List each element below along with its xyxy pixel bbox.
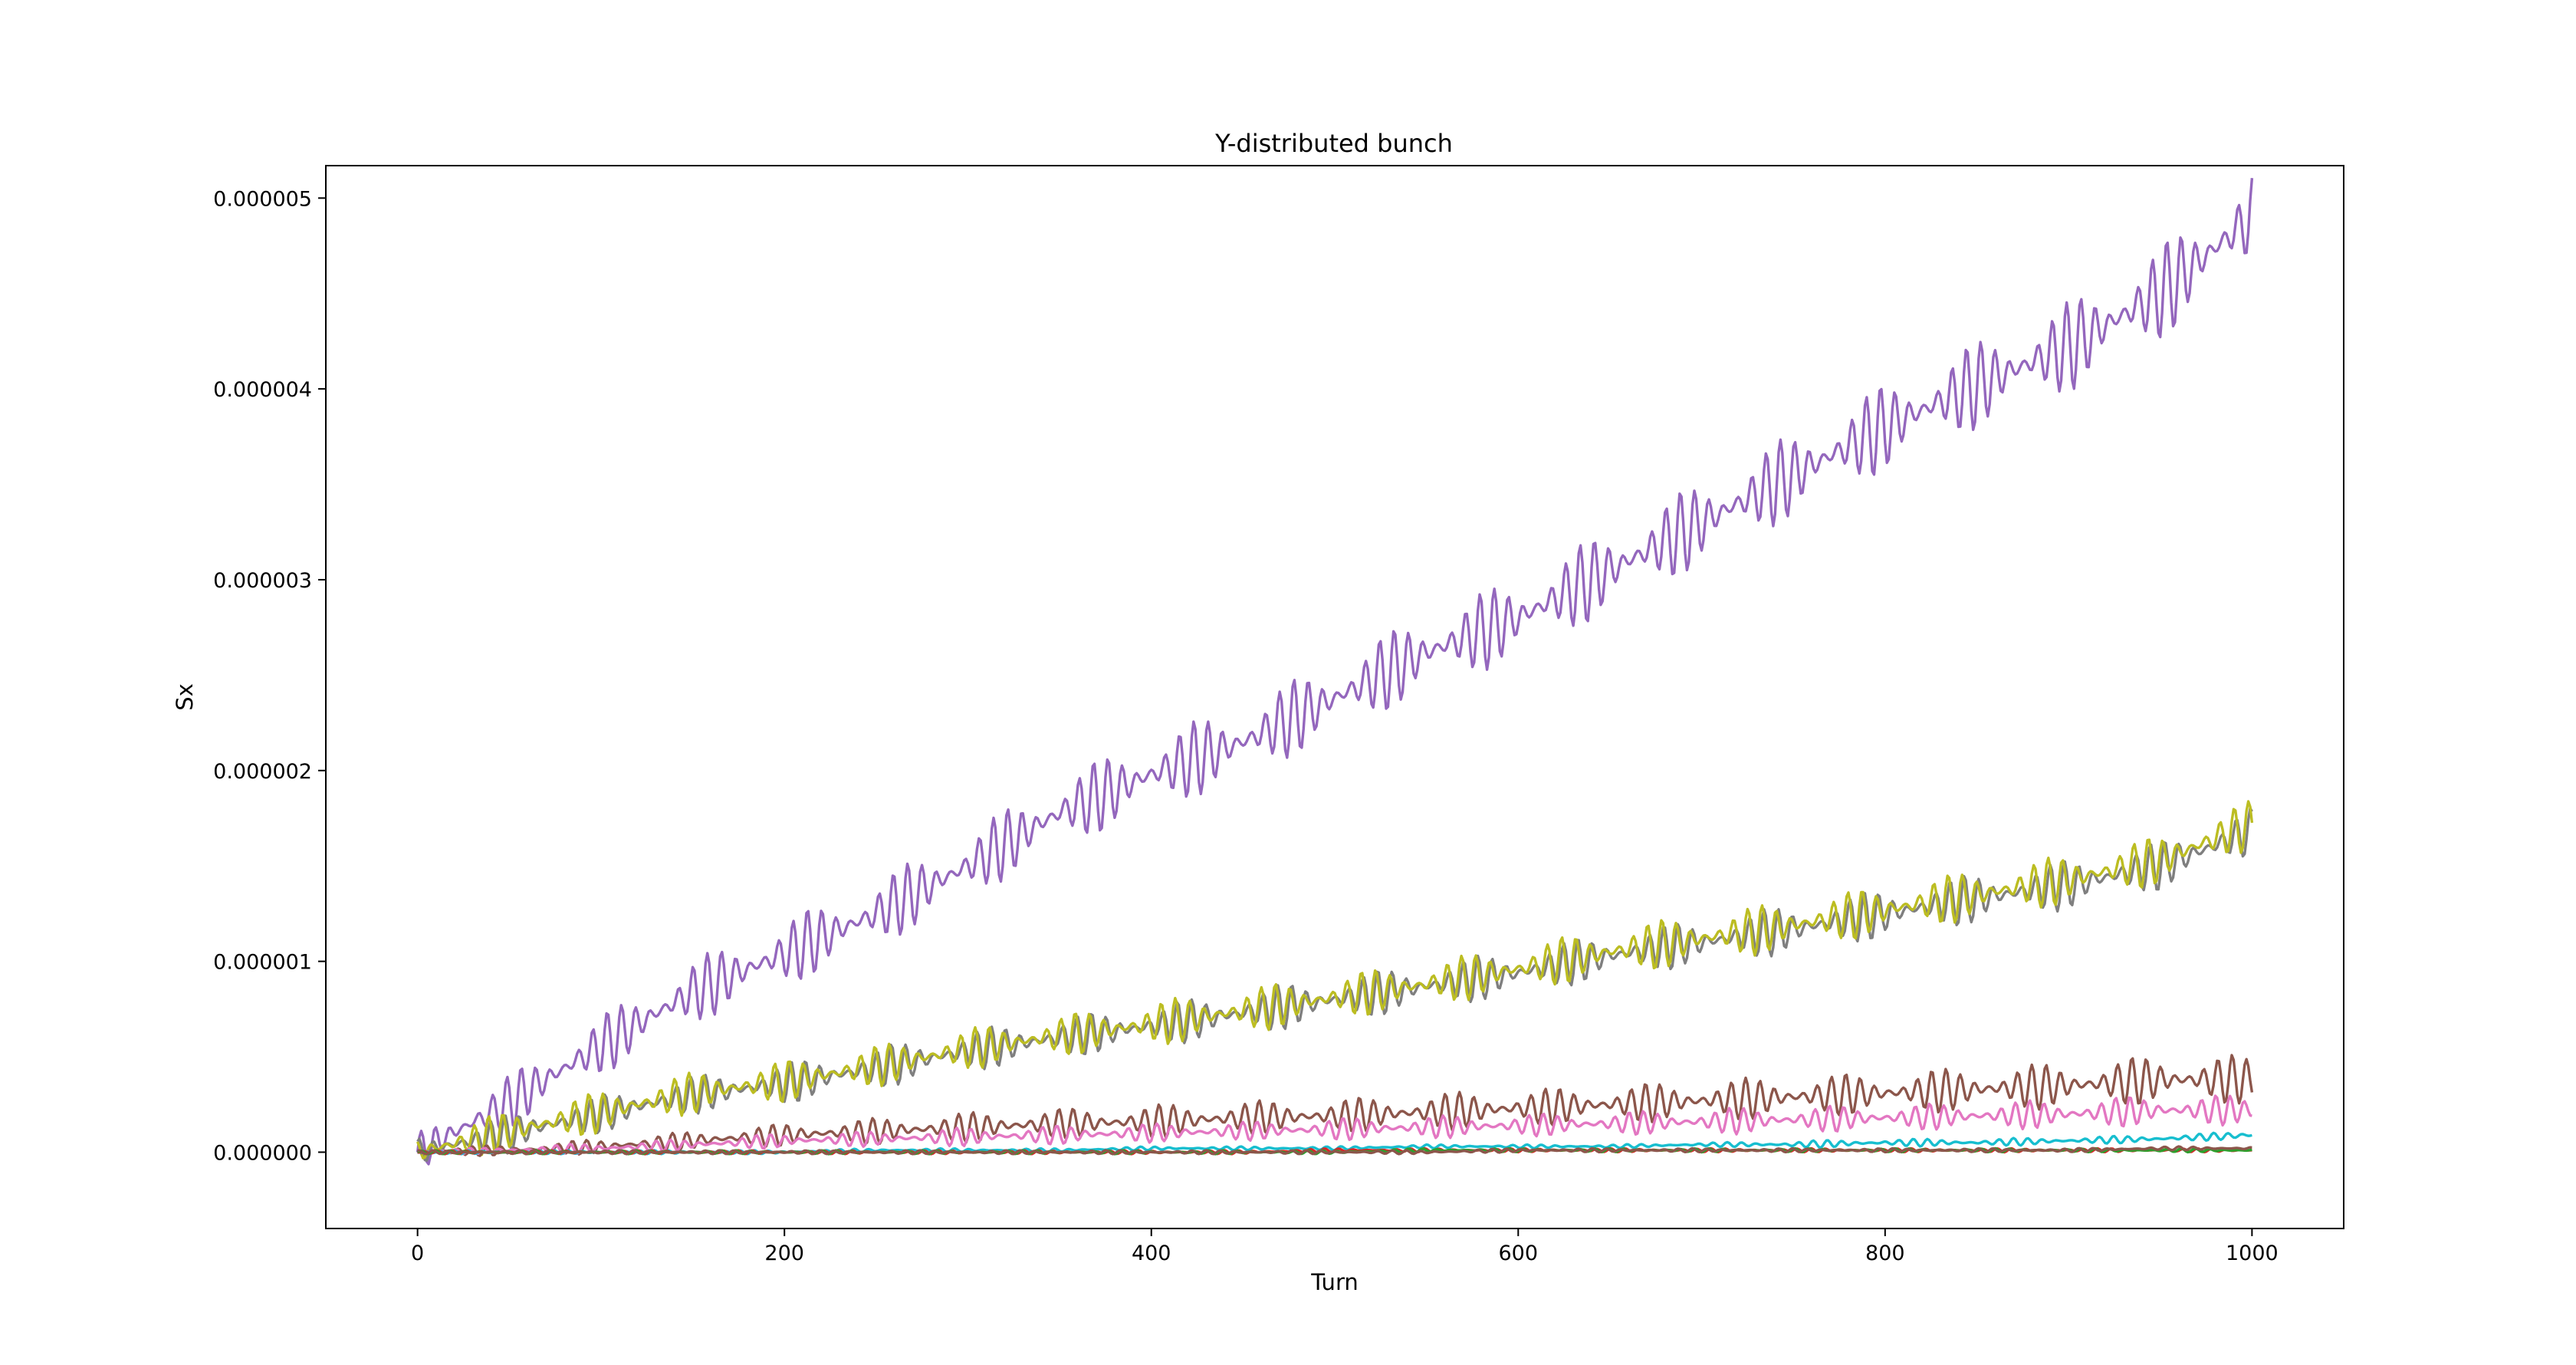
y-tick-label: 0.000001 — [213, 951, 312, 975]
x-tick-label: 200 — [764, 1242, 804, 1265]
plot-frame — [325, 165, 2344, 1229]
x-tick-label: 800 — [1865, 1242, 1905, 1265]
series-line — [417, 1094, 2252, 1156]
series-layer — [416, 178, 2254, 1166]
series-line — [416, 1054, 2254, 1157]
x-tick-label: 1000 — [2226, 1242, 2279, 1265]
y-axis-label: Sx — [172, 683, 198, 711]
y-tick-label: 0.000000 — [213, 1141, 312, 1165]
chart-title: Y-distributed bunch — [1214, 129, 1453, 158]
series-line — [416, 800, 2254, 1159]
y-axis-ticks: 0.000000 0.000001 0.000002 0.000003 0.000004… — [213, 187, 326, 1165]
x-tick-label: 600 — [1498, 1242, 1538, 1265]
y-tick-label: 0.000003 — [213, 569, 312, 593]
y-tick-label: 0.000004 — [213, 378, 312, 402]
x-tick-label: 400 — [1132, 1242, 1171, 1265]
series-line — [416, 178, 2254, 1166]
y-tick-label: 0.000005 — [213, 187, 312, 211]
x-axis-ticks: 0 200 400 600 800 1000 — [411, 1228, 2279, 1265]
series-line — [417, 1145, 2252, 1156]
y-tick-label: 0.000002 — [213, 760, 312, 784]
x-axis-label: Turn — [1310, 1269, 1358, 1295]
x-tick-label: 0 — [411, 1242, 424, 1265]
